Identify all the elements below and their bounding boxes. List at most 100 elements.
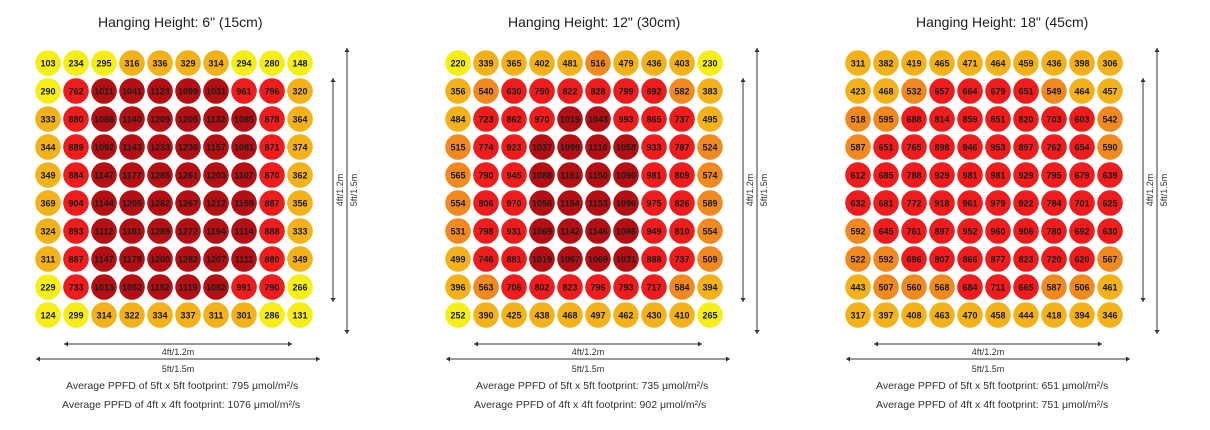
ppfd-dot xyxy=(585,246,611,272)
dimension-arrow-4ft-horizontal xyxy=(64,341,292,347)
ppfd-dot xyxy=(287,162,313,188)
ppfd-dot xyxy=(91,274,117,300)
ppfd-dot xyxy=(929,50,955,76)
ppfd-dot xyxy=(529,78,555,104)
dimension-label-4ft-horizontal: 4ft/1.2m xyxy=(572,347,605,357)
ppfd-dot xyxy=(873,78,899,104)
ppfd-value: 229 xyxy=(40,283,55,293)
ppfd-value: 1019 xyxy=(532,255,552,265)
ppfd-value: 946 xyxy=(962,143,977,153)
ppfd-dot xyxy=(1069,274,1095,300)
ppfd-value: 826 xyxy=(674,199,689,209)
ppfd-dot xyxy=(957,50,983,76)
ppfd-dot xyxy=(203,302,229,328)
ppfd-panel-6in: Hanging Height: 6" (15cm) 103 234 295 316 33… xyxy=(0,0,400,430)
ppfd-value: 679 xyxy=(1074,171,1089,181)
ppfd-value: 329 xyxy=(180,59,195,69)
ppfd-dot xyxy=(445,106,471,132)
ppfd-dot xyxy=(1097,302,1123,328)
ppfd-dot xyxy=(473,274,499,300)
ppfd-dot xyxy=(175,302,201,328)
ppfd-value: 383 xyxy=(702,87,717,97)
ppfd-dot xyxy=(287,50,313,76)
ppfd-dot xyxy=(175,134,201,160)
ppfd-value: 851 xyxy=(990,115,1005,125)
ppfd-value: 518 xyxy=(850,115,865,125)
ppfd-dot xyxy=(445,218,471,244)
ppfd-dot xyxy=(35,134,61,160)
ppfd-value: 1086 xyxy=(94,115,114,125)
ppfd-value: 1200 xyxy=(150,255,170,265)
ppfd-value: 664 xyxy=(962,87,977,97)
ppfd-value: 1261 xyxy=(178,171,198,181)
ppfd-dot xyxy=(641,78,667,104)
ppfd-dot xyxy=(473,218,499,244)
ppfd-value: 320 xyxy=(292,87,307,97)
ppfd-dot xyxy=(529,190,555,216)
ppfd-value: 1157 xyxy=(206,143,226,153)
ppfd-dot xyxy=(1041,106,1067,132)
ppfd-dot xyxy=(119,106,145,132)
ppfd-value: 904 xyxy=(68,199,83,209)
ppfd-dot xyxy=(557,302,583,328)
ppfd-dot xyxy=(35,302,61,328)
ppfd-dot xyxy=(557,218,583,244)
ppfd-value: 897 xyxy=(1018,143,1033,153)
ppfd-value: 625 xyxy=(1102,199,1117,209)
ppfd-value: 828 xyxy=(590,87,605,97)
ppfd-dot xyxy=(901,134,927,160)
ppfd-value: 286 xyxy=(264,311,279,321)
ppfd-value: 294 xyxy=(236,59,251,69)
ppfd-value: 419 xyxy=(906,59,921,69)
ppfd-value: 1099 xyxy=(178,87,198,97)
ppfd-dot xyxy=(901,218,927,244)
ppfd-dot xyxy=(985,302,1011,328)
ppfd-value: 462 xyxy=(618,311,633,321)
ppfd-value: 1019 xyxy=(560,115,580,125)
ppfd-value: 809 xyxy=(674,171,689,181)
ppfd-value: 1150 xyxy=(588,171,608,181)
ppfd-value: 306 xyxy=(1102,59,1117,69)
ppfd-value: 798 xyxy=(478,227,493,237)
ppfd-value: 878 xyxy=(264,115,279,125)
ppfd-dot xyxy=(613,218,639,244)
ppfd-value: 970 xyxy=(506,199,521,209)
ppfd-value: 790 xyxy=(478,171,493,181)
ppfd-dot xyxy=(119,50,145,76)
ppfd-value: 464 xyxy=(990,59,1005,69)
ppfd-value: 979 xyxy=(990,199,1005,209)
ppfd-dot xyxy=(1041,134,1067,160)
ppfd-dot xyxy=(35,274,61,300)
ppfd-value: 346 xyxy=(1102,311,1117,321)
ppfd-value: 761 xyxy=(906,227,921,237)
ppfd-dot xyxy=(1013,162,1039,188)
ppfd-dot xyxy=(501,50,527,76)
ppfd-dot xyxy=(91,134,117,160)
ppfd-dot xyxy=(445,302,471,328)
ppfd-value: 554 xyxy=(450,199,465,209)
ppfd-value: 1081 xyxy=(234,143,254,153)
ppfd-dot xyxy=(231,78,257,104)
ppfd-value: 720 xyxy=(1046,255,1061,265)
ppfd-value: 931 xyxy=(506,227,521,237)
ppfd-value: 418 xyxy=(1046,311,1061,321)
ppfd-dot xyxy=(259,50,285,76)
ppfd-dot xyxy=(585,50,611,76)
ppfd-dot xyxy=(529,274,555,300)
ppfd-dot xyxy=(873,246,899,272)
ppfd-dot xyxy=(641,106,667,132)
ppfd-value: 266 xyxy=(292,283,307,293)
ppfd-dot xyxy=(445,162,471,188)
ppfd-dot xyxy=(35,218,61,244)
ppfd-value: 706 xyxy=(506,283,521,293)
ppfd-dot xyxy=(1069,106,1095,132)
ppfd-value: 1194 xyxy=(206,227,226,237)
ppfd-dot xyxy=(1041,274,1067,300)
ppfd-value: 991 xyxy=(236,283,251,293)
ppfd-value: 1119 xyxy=(178,283,197,293)
ppfd-value: 1205 xyxy=(178,115,198,125)
ppfd-value: 542 xyxy=(1102,115,1117,125)
ppfd-dot xyxy=(259,106,285,132)
ppfd-dot xyxy=(1069,162,1095,188)
dimension-label-4ft-horizontal: 4ft/1.2m xyxy=(162,347,195,357)
